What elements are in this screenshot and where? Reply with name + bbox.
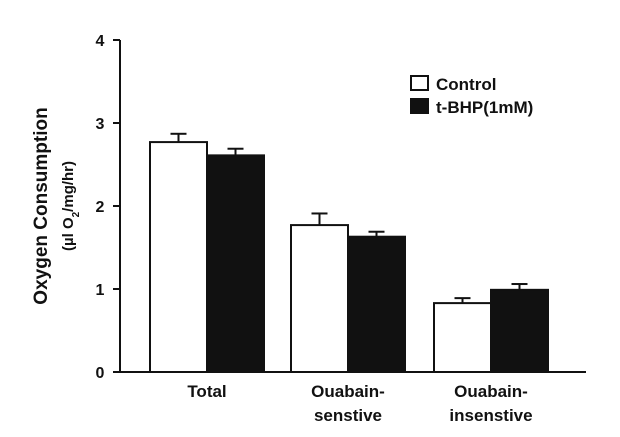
y-tick-label: 1 xyxy=(96,282,105,299)
y-tick-label: 0 xyxy=(96,365,105,382)
bar-control xyxy=(290,224,349,373)
x-category-label: senstive xyxy=(314,406,382,425)
legend-swatch-control xyxy=(410,75,429,91)
y-tick-label: 2 xyxy=(96,199,105,216)
bar-tbhp xyxy=(490,288,549,373)
bar-tbhp xyxy=(347,235,406,373)
y-tick-label: 3 xyxy=(96,116,105,133)
x-category-label: Ouabain- xyxy=(454,382,528,401)
x-category-label: insenstive xyxy=(449,406,532,425)
x-category-label: Total xyxy=(187,382,226,401)
y-axis-unit: (µl O2/mg/hr) xyxy=(60,161,82,251)
x-category-label: Ouabain- xyxy=(311,382,385,401)
bar-tbhp xyxy=(206,154,265,373)
y-axis-title: Oxygen Consumption xyxy=(31,107,52,304)
y-tick-label: 4 xyxy=(96,33,105,50)
legend-label-tbhp: t-BHP(1mM) xyxy=(436,98,533,117)
legend-label-control: Control xyxy=(436,75,496,94)
bar-control xyxy=(149,141,208,373)
bar-control xyxy=(433,302,492,373)
legend: Control t-BHP(1mM) xyxy=(410,75,533,117)
legend-swatch-tbhp xyxy=(410,98,429,114)
